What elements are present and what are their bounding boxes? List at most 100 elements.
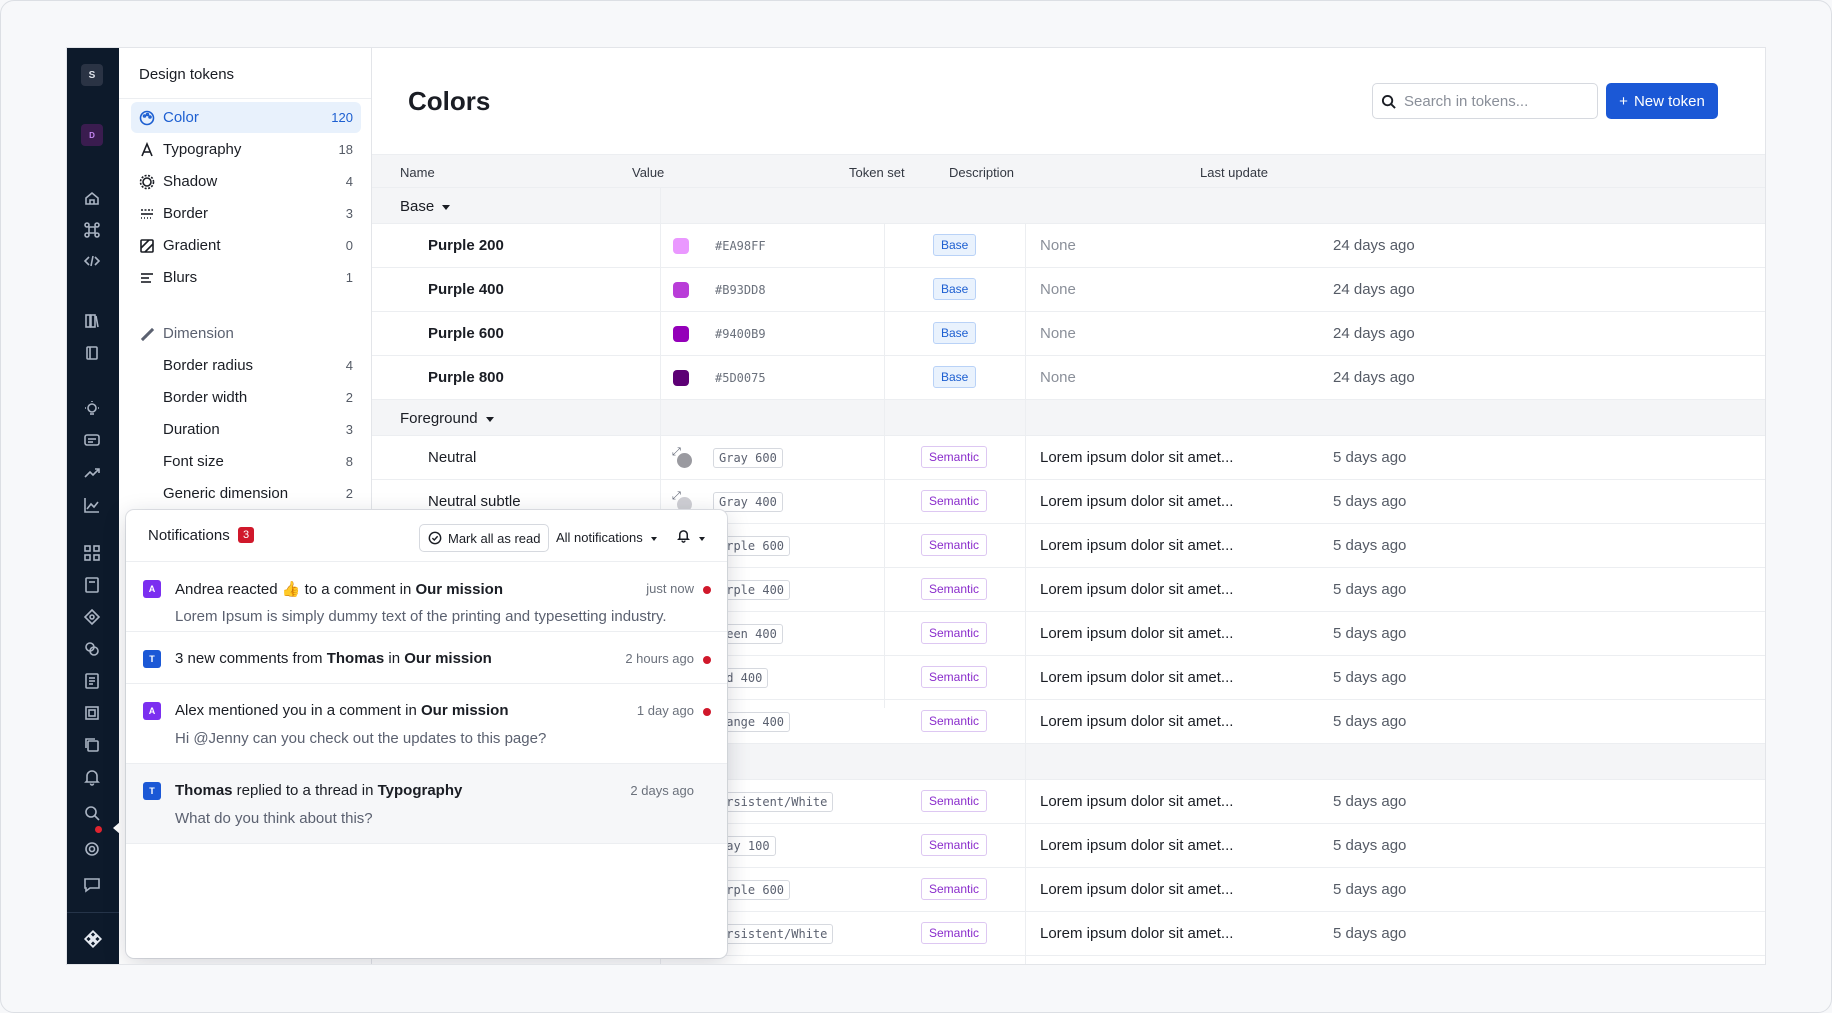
sidebar-item-typography[interactable]: Typography 18 <box>131 134 361 165</box>
notification-target[interactable]: Our mission <box>420 702 509 719</box>
token-set-badge: Semantic <box>921 534 988 556</box>
table-row[interactable]: Neutral subtle ⤢ Gray 400 Semantic Lorem ips… <box>372 480 1765 524</box>
command-icon[interactable] <box>83 221 101 239</box>
sidebar-item-label: Font size <box>163 453 224 470</box>
col-token-set[interactable]: Token set <box>849 165 905 180</box>
sidebar-item-label: Typography <box>163 141 242 158</box>
notifications-filter-dropdown[interactable]: All notifications <box>556 530 657 545</box>
sidebar-item-gradient[interactable]: Gradient 0 <box>131 230 361 261</box>
document-icon[interactable] <box>83 672 101 690</box>
search-icon[interactable] <box>83 804 101 822</box>
col-value[interactable]: Value <box>632 165 665 180</box>
ruler-icon <box>139 326 155 342</box>
shadow-icon <box>139 174 155 190</box>
table-row[interactable]: urple 400 Semantic Lorem ipsum dolor sit a… <box>372 568 1765 612</box>
table-row[interactable]: urple 600 Semantic Lorem ipsum dolor sit a… <box>372 868 1765 912</box>
feedback-icon[interactable] <box>83 432 101 450</box>
sidebar-item-label: Blurs <box>163 269 198 286</box>
notification-settings-button[interactable] <box>676 528 706 547</box>
search-input[interactable] <box>1404 92 1584 110</box>
table-row[interactable]: ray 100 Semantic Lorem ipsum dolor sit ame… <box>372 824 1765 868</box>
table-group-row[interactable]: Base <box>372 188 1765 224</box>
table-row[interactable]: ed 400 Semantic Lorem ipsum dolor sit amet… <box>372 656 1765 700</box>
sidebar-item-border[interactable]: Border 3 <box>131 198 361 229</box>
notification-preview: What do you think about this? <box>175 810 373 827</box>
typography-icon <box>139 141 155 158</box>
col-description[interactable]: Description <box>949 165 1015 180</box>
notification-time: 2 days ago <box>630 783 694 798</box>
sidebar-subitem[interactable]: Border width 2 <box>131 382 361 413</box>
notification-item[interactable]: T Thomas replied to a thread in Typograph… <box>126 764 727 844</box>
avatar: A <box>143 702 161 720</box>
table-row[interactable]: reen 400 Semantic Lorem ipsum dolor sit am… <box>372 612 1765 656</box>
notifications-title: Notifications <box>148 527 230 544</box>
new-token-button[interactable]: + New token <box>1606 83 1718 119</box>
table-row[interactable]: ersistent/White Semantic Lorem ipsum dolor… <box>372 780 1765 824</box>
workspace-avatar[interactable]: S <box>81 64 103 86</box>
avatar: T <box>143 782 161 800</box>
library-icon[interactable] <box>83 312 101 330</box>
group-label[interactable]: Foreground <box>400 410 494 427</box>
layers-icon[interactable] <box>83 640 101 658</box>
support-icon[interactable] <box>83 840 101 858</box>
table-row[interactable]: Purple 800 #5D0075 Base None 24 days ago <box>372 356 1765 400</box>
mark-all-read-button[interactable]: Mark all as read <box>419 524 550 552</box>
token-last-update: 24 days ago <box>1333 281 1415 298</box>
token-set-badge: Semantic <box>921 710 988 732</box>
sidebar-subitem[interactable]: Duration 3 <box>131 414 361 445</box>
sidebar-group-dimension[interactable]: Dimension <box>131 318 361 349</box>
notification-target[interactable]: Typography <box>377 782 463 799</box>
token-reference: Gray 400 <box>713 492 783 512</box>
sidebar-item-label: Border width <box>163 389 248 406</box>
frame-icon[interactable] <box>83 704 101 722</box>
home-icon[interactable] <box>83 189 101 207</box>
col-name[interactable]: Name <box>400 165 435 180</box>
tokens-icon[interactable] <box>83 608 101 626</box>
notification-target[interactable]: Our mission <box>415 581 503 598</box>
table-row[interactable]: range 400 Semantic Lorem ipsum dolor sit a… <box>372 700 1765 744</box>
table-group-row[interactable]: Foreground <box>372 400 1765 436</box>
token-last-update: 5 days ago <box>1333 881 1407 898</box>
search-box[interactable] <box>1372 83 1598 119</box>
token-last-update: 5 days ago <box>1333 449 1407 466</box>
book-icon[interactable] <box>83 344 101 362</box>
sidebar-subitem[interactable]: Font size 8 <box>131 446 361 477</box>
trending-icon[interactable] <box>83 464 101 482</box>
analytics-icon[interactable] <box>83 496 101 514</box>
token-description: Lorem ipsum dolor sit amet... <box>1040 669 1234 686</box>
col-last-update[interactable]: Last update <box>1200 165 1268 180</box>
sidebar-item-color[interactable]: Color 120 <box>131 102 361 133</box>
notification-item[interactable]: A Alex mentioned you in a comment in Our … <box>126 684 727 764</box>
table-row[interactable]: Neutral ⤢ Gray 600 Semantic Lorem ipsum dolo… <box>372 436 1765 480</box>
notification-item[interactable]: T 3 new comments from Thomas in Our missi… <box>126 632 727 684</box>
chat-icon[interactable] <box>83 876 101 894</box>
lightbulb-icon[interactable] <box>83 400 101 418</box>
pages-icon[interactable] <box>83 576 101 594</box>
copy-icon[interactable] <box>83 736 101 754</box>
table-row[interactable]: ersistent/White Semantic Lorem ipsum dolor… <box>372 912 1765 956</box>
components-icon[interactable] <box>83 544 101 562</box>
notification-actor: Thomas <box>175 782 233 799</box>
group-label[interactable]: Base <box>400 198 450 215</box>
project-avatar[interactable]: D <box>81 124 103 146</box>
table-row[interactable]: Purple 400 #B93DD8 Base None 24 days ago <box>372 268 1765 312</box>
token-set-badge: Semantic <box>921 622 988 644</box>
notification-text: replied to a thread in <box>232 782 378 799</box>
sidebar-item-blurs[interactable]: Blurs 1 <box>131 262 361 293</box>
logo-icon[interactable] <box>83 929 103 949</box>
table-row[interactable]: Purple 200 #EA98FF Base None 24 days ago <box>372 224 1765 268</box>
token-name: Neutral subtle <box>428 493 521 510</box>
notification-item[interactable]: A Andrea reacted 👍 to a comment in Our mi… <box>126 562 727 632</box>
token-last-update: 5 days ago <box>1333 581 1407 598</box>
mark-all-read-label: Mark all as read <box>448 530 541 546</box>
sidebar-subitem[interactable]: Border radius 4 <box>131 350 361 381</box>
bell-icon[interactable] <box>83 768 101 786</box>
table-row[interactable]: Purple 600 #9400B9 Base None 24 days ago <box>372 312 1765 356</box>
code-icon[interactable] <box>83 252 101 270</box>
sidebar-item-shadow[interactable]: Shadow 4 <box>131 166 361 197</box>
table-row[interactable]: urple 600 Semantic Lorem ipsum dolor sit a… <box>372 524 1765 568</box>
notification-target[interactable]: Our mission <box>404 650 492 667</box>
sidebar-item-count: 1 <box>345 270 353 285</box>
alias-link-icon: ⤢ <box>672 446 681 458</box>
sidebar-subitem[interactable]: Generic dimension 2 <box>131 478 361 509</box>
